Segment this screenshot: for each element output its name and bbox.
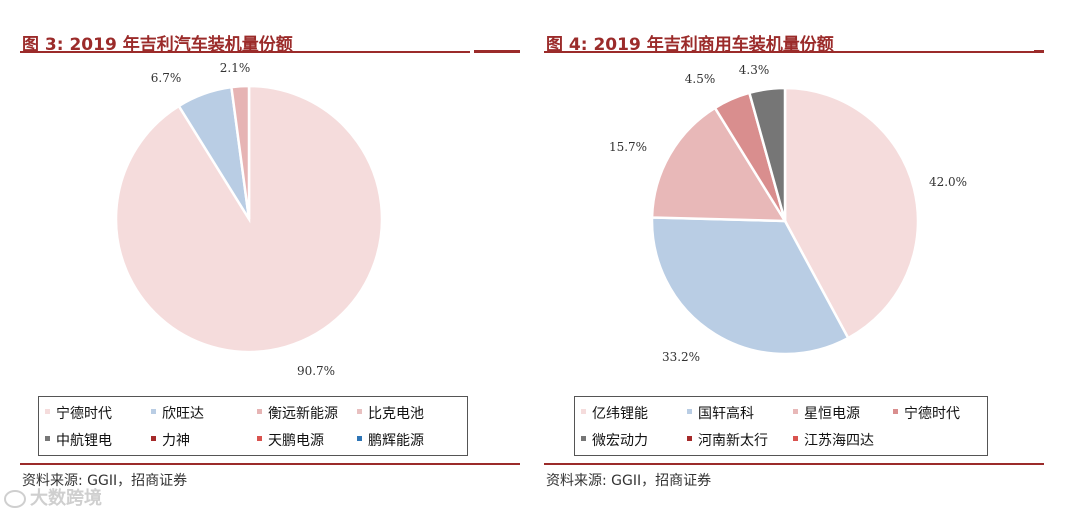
watermark-logo-icon (4, 490, 26, 508)
source-rule (20, 463, 520, 465)
legend-item: 河南新太行 (687, 430, 768, 450)
pie-slice-0 (783, 86, 920, 340)
pie-slice-2 (230, 84, 251, 220)
legend-swatch (793, 435, 798, 441)
pie-chart-geely-auto: 90.7% 6.7% 2.1% (114, 61, 384, 378)
legend-swatch (687, 435, 692, 441)
legend-swatch (581, 408, 586, 414)
legend-label: 宁德时代 (904, 406, 960, 422)
data-label-3: 4.5% (685, 72, 716, 86)
chart-title: 图 3: 2019 年吉利汽车装机量份额 (22, 35, 293, 55)
legend-swatch (257, 435, 262, 441)
legend-item: 江苏海四达 (793, 430, 874, 450)
legend-label: 力神 (162, 433, 190, 449)
watermark-text: 大数跨境 (30, 488, 102, 509)
data-label-2: 2.1% (220, 61, 251, 75)
source-note: 资料来源: GGII，招商证券 (546, 473, 712, 489)
legend-label: 衡远新能源 (268, 406, 338, 422)
data-label-4: 4.3% (739, 63, 770, 77)
legend-label: 天鹏电源 (268, 433, 324, 449)
data-label-1: 6.7% (151, 71, 182, 85)
legend-label: 鹏辉能源 (368, 433, 424, 449)
chart-title: 图 4: 2019 年吉利商用车装机量份额 (546, 35, 834, 55)
title-rule (544, 51, 1034, 53)
legend-swatch (45, 408, 50, 414)
data-label-0: 90.7% (297, 364, 335, 378)
pie-chart-geely-commercial: 42.0% 33.2% 15.7% 4.5% 4.3% (609, 63, 967, 364)
legend-label: 河南新太行 (698, 433, 768, 449)
legend-label: 欣旺达 (162, 406, 204, 422)
title-rule (20, 51, 470, 53)
legend-item: 宁德时代 (45, 403, 112, 423)
legend-label: 亿纬锂能 (592, 406, 648, 422)
title-rule-accent (474, 50, 520, 53)
pie-slice-4 (747, 86, 787, 222)
data-label-0: 42.0% (929, 175, 967, 189)
legend-swatch (893, 408, 898, 414)
legend-label: 江苏海四达 (804, 433, 874, 449)
legend-label: 宁德时代 (56, 406, 112, 422)
chart-panel-geely-commercial: 图 4: 2019 年吉利商用车装机量份额 42.0% 33.2% 15.7% 4.5… (540, 0, 1060, 516)
legend-item: 中航锂电 (45, 430, 112, 450)
legend-item: 亿纬锂能 (581, 403, 648, 423)
legend-swatch (45, 435, 50, 441)
legend-swatch (357, 408, 362, 414)
legend-item: 宁德时代 (893, 403, 960, 423)
source-note: 资料来源: GGII，招商证券 (22, 473, 188, 489)
legend-item: 比克电池 (357, 403, 424, 423)
legend-label: 国轩高科 (698, 406, 754, 422)
legend-item: 微宏动力 (581, 430, 648, 450)
legend-item: 国轩高科 (687, 403, 754, 423)
legend-swatch (357, 435, 362, 441)
data-label-2: 15.7% (609, 140, 647, 154)
legend-swatch (257, 408, 262, 414)
legend-label: 微宏动力 (592, 433, 648, 449)
legend-swatch (151, 435, 156, 441)
legend-box: 宁德时代 欣旺达 衡远新能源 比克电池中航锂电 力神 天鹏电源 鹏辉能源 (38, 396, 468, 456)
source-rule (544, 463, 1044, 465)
legend-item: 天鹏电源 (257, 430, 324, 450)
legend-item: 欣旺达 (151, 403, 204, 423)
pie-slice-2 (650, 106, 788, 223)
legend-box: 亿纬锂能 国轩高科 星恒电源 宁德时代微宏动力 河南新太行 江苏海四达 (574, 396, 988, 456)
legend-item: 鹏辉能源 (357, 430, 424, 450)
legend-label: 比克电池 (368, 406, 424, 422)
legend-label: 中航锂电 (56, 433, 112, 449)
legend-item: 力神 (151, 430, 190, 450)
title-rule-accent (1034, 50, 1044, 53)
legend-swatch (151, 408, 156, 414)
legend-swatch (793, 408, 798, 414)
pie-slice-1 (650, 216, 850, 356)
chart-panel-geely-auto: 图 3: 2019 年吉利汽车装机量份额 90.7% 6.7% 2.1% 宁德时代 欣… (0, 0, 520, 516)
data-label-1: 33.2% (662, 350, 700, 364)
legend-label: 星恒电源 (804, 406, 860, 422)
legend-swatch (581, 435, 586, 441)
legend-item: 星恒电源 (793, 403, 860, 423)
watermark: 大数跨境 (4, 484, 102, 510)
legend-item: 衡远新能源 (257, 403, 338, 423)
legend-swatch (687, 408, 692, 414)
